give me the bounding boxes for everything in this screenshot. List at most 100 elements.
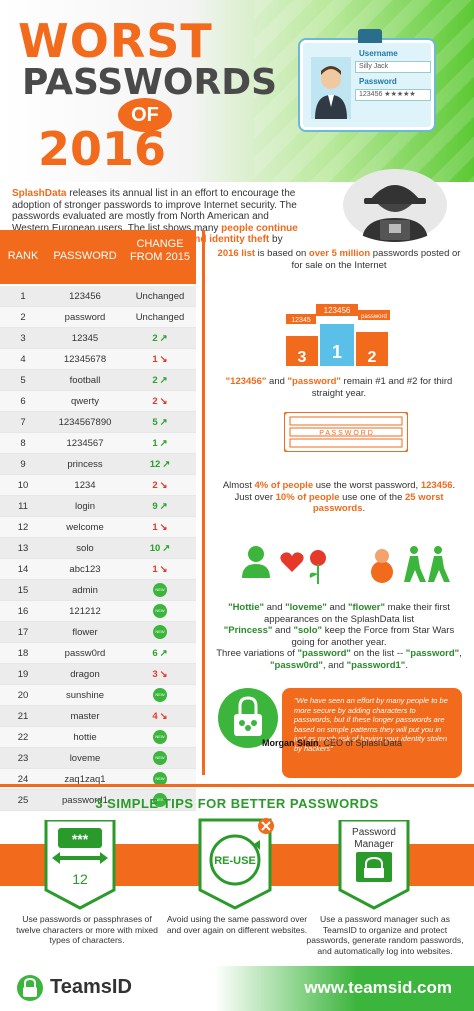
table-header: RANK PASSWORD CHANGE FROM 2015	[0, 230, 196, 284]
header-change: CHANGE FROM 2015	[130, 238, 190, 263]
podium-first-label: 123456	[324, 306, 351, 315]
list-basis-a: 2016 list	[217, 248, 256, 259]
row-change: NEW	[124, 793, 196, 807]
row-rank: 9	[20, 458, 26, 470]
row-rank: 25	[17, 794, 29, 806]
ceo-quote: "We have seen an effort by many people t…	[282, 688, 462, 778]
row-rank: 21	[17, 710, 29, 722]
row-rank: 6	[20, 395, 26, 407]
pct-b: 4% of people	[254, 480, 314, 491]
arrow-down-icon: ↘	[159, 563, 168, 575]
table-row: 8 1234567 1 ↗	[0, 433, 196, 454]
var-i: .	[405, 659, 408, 671]
row-password: flower	[72, 626, 98, 638]
row-password: princess	[67, 458, 103, 470]
row-rank: 1	[20, 290, 26, 302]
table-row: 11 login 9 ↗	[0, 496, 196, 517]
row-password: abc123	[69, 563, 101, 575]
new-badge-icon: NEW	[153, 730, 167, 744]
sw-a: "Princess"	[223, 625, 273, 636]
row-change: 2 ↘	[124, 396, 196, 407]
table-row: 12 welcome 1 ↘	[0, 517, 196, 538]
tip2-text: Avoid using the same password over and o…	[166, 914, 308, 935]
keyboard-text: P A S S W O R D	[319, 430, 373, 437]
row-rank: 20	[17, 689, 29, 701]
row-password: 12345678	[63, 353, 107, 365]
row-change: NEW	[124, 772, 196, 786]
badge-password-field: 123456 ★★★★★	[355, 89, 431, 101]
password-table: 1 123456 Unchanged 2 password Unchanged 3 12345…	[0, 286, 196, 811]
pct-j: .	[362, 503, 366, 514]
row-change: NEW	[124, 751, 196, 765]
header-banner: WORST PASSWORDS OF 2016 Username Silly J…	[0, 0, 474, 182]
change-number: 1	[152, 563, 158, 575]
table-row: 16 121212 NEW	[0, 601, 196, 622]
row-rank: 8	[20, 437, 26, 449]
row-password: loveme	[69, 752, 101, 764]
new-e: "flower"	[348, 602, 385, 613]
row-change: 3 ↘	[124, 669, 196, 680]
percent-text: Almost 4% of people use the worst passwo…	[214, 480, 464, 515]
row-password: 12345	[71, 332, 99, 344]
table-row: 6 qwerty 2 ↘	[0, 391, 196, 412]
row-password: 1234	[74, 479, 96, 491]
lock-team-icon	[218, 688, 278, 748]
row-change: NEW	[124, 583, 196, 597]
row-rank: 16	[17, 605, 29, 617]
var-e: ,	[459, 648, 462, 659]
row-rank: 2	[20, 311, 26, 323]
tips-title: 3 SIMPLE TIPS FOR BETTER PASSWORDS	[95, 796, 379, 811]
arrow-up-icon: ↗	[159, 416, 168, 428]
arrow-down-icon: ↘	[159, 668, 168, 680]
user-avatar-icon	[311, 57, 351, 119]
sw-d: keep the Force from Star Wars going for …	[291, 625, 455, 648]
header-password: PASSWORD	[53, 250, 117, 262]
arrow-up-icon: ↗	[159, 332, 168, 344]
change-number: 6	[152, 647, 158, 659]
footer-url[interactable]: www.teamsid.com	[304, 978, 452, 997]
badge-username-label: Username	[359, 49, 398, 58]
new-appearances-text: "Hottie" and "loveme" and "flower" make …	[214, 602, 464, 671]
new-badge-icon: NEW	[153, 583, 167, 597]
arrow-down-icon: ↘	[159, 479, 168, 491]
table-row: 22 hottie NEW	[0, 727, 196, 748]
row-change: 10 ↗	[124, 543, 196, 554]
row-password: welcome	[66, 521, 104, 533]
change-number: 10	[149, 542, 161, 554]
tip3-password-manager-icon: Password Manager	[338, 820, 410, 910]
table-row: 7 1234567890 5 ↗	[0, 412, 196, 433]
new-badge-icon: NEW	[153, 751, 167, 765]
row-change: 1 ↘	[124, 354, 196, 365]
hottie-icon	[242, 546, 270, 578]
row-rank: 18	[17, 647, 29, 659]
row-change: NEW	[124, 730, 196, 744]
table-row: 15 admin NEW	[0, 580, 196, 601]
intro-brand: SplashData	[12, 188, 67, 199]
teamsid-logo-icon	[17, 975, 43, 1001]
table-row: 19 dragon 3 ↘	[0, 664, 196, 685]
flower-icon	[309, 550, 326, 584]
heart-icon	[280, 552, 304, 572]
row-rank: 22	[17, 731, 29, 743]
row-password: dragon	[70, 668, 100, 680]
change-number: 4	[152, 710, 158, 722]
arrow-down-icon: ↘	[159, 521, 168, 533]
new-entries-icons	[242, 546, 450, 584]
row-password: qwerty	[71, 395, 99, 407]
list-basis-c: over 5 million	[308, 248, 371, 259]
table-row: 14 abc123 1 ↘	[0, 559, 196, 580]
change-number: 1	[152, 353, 158, 365]
row-password: hottie	[73, 731, 97, 743]
arrow-up-icon: ↗	[159, 500, 168, 512]
new-badge-icon: NEW	[153, 793, 167, 807]
row-change: NEW	[124, 625, 196, 639]
droid-icon	[371, 549, 393, 583]
arrow-up-icon: ↗	[159, 374, 168, 386]
badge-clip	[358, 29, 382, 43]
new-f: make their first appearances on the Spla…	[264, 602, 450, 625]
tip1-stars: ***	[72, 831, 89, 847]
footer-logo-text: TeamsID	[50, 976, 132, 998]
tip3-label-a: Password	[352, 827, 396, 838]
table-row: 17 flower NEW	[0, 622, 196, 643]
row-change: 5 ↗	[124, 417, 196, 428]
